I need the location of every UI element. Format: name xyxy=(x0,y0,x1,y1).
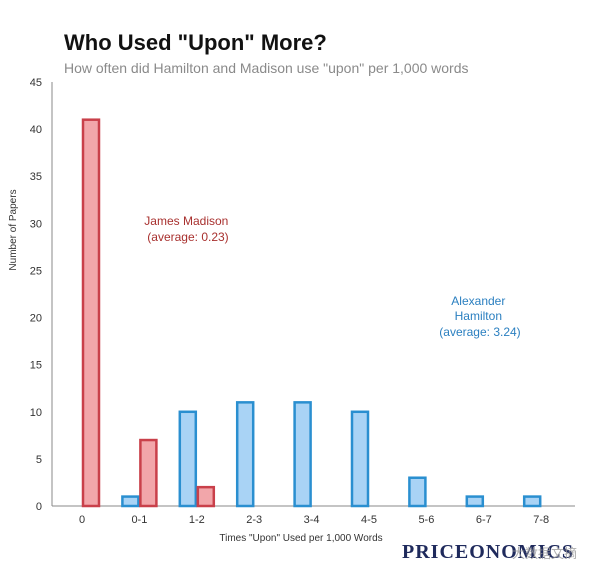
watermark: 大数据文摘 xyxy=(512,546,578,561)
bar-alexander-hamilton-3-4 xyxy=(293,401,312,508)
x-axis-title: Times "Upon" Used per 1,000 Words xyxy=(219,533,382,544)
x-tick-label: 3-4 xyxy=(304,514,320,526)
y-tick-label: 10 xyxy=(30,407,42,419)
x-tick-label: 6-7 xyxy=(476,514,492,526)
y-tick-label: 15 xyxy=(30,360,42,372)
bar-james-madison-0-1 xyxy=(139,438,158,508)
chart-title: Who Used "Upon" More? xyxy=(64,30,327,55)
chart-subtitle: How often did Hamilton and Madison use "… xyxy=(64,60,469,76)
y-tick-label: 45 xyxy=(30,77,42,89)
x-tick-label: 5-6 xyxy=(418,514,434,526)
y-tick-label: 0 xyxy=(36,501,42,513)
bar-alexander-hamilton-2-3 xyxy=(235,401,255,508)
hamilton-annotation-line-3: (average: 3.24) xyxy=(439,325,520,339)
y-tick-label: 5 xyxy=(36,454,42,466)
madison-annotation-line-1: James Madison xyxy=(144,214,228,228)
bar-alexander-hamilton-0-1 xyxy=(121,495,140,508)
bars xyxy=(81,118,542,508)
bar-alexander-hamilton-4-5 xyxy=(350,410,370,508)
y-axis-title: Number of Papers xyxy=(8,189,19,270)
madison-annotation: James Madison (average: 0.23) xyxy=(144,214,231,244)
bar-james-madison-1-2 xyxy=(196,485,216,508)
y-tick-labels: 0 5 10 15 20 25 30 35 40 45 xyxy=(30,77,42,513)
hamilton-annotation-line-2: Hamilton xyxy=(455,309,502,323)
bar-alexander-hamilton-6-7 xyxy=(465,495,485,508)
x-tick-label: 2-3 xyxy=(246,514,262,526)
hamilton-annotation: Alexander Hamilton (average: 3.24) xyxy=(439,294,520,339)
priceonomics-logo: PRICEONOMICS xyxy=(402,541,575,563)
x-tick-label: 7-8 xyxy=(533,514,549,526)
x-tick-label: 4-5 xyxy=(361,514,377,526)
bar-alexander-hamilton-5-6 xyxy=(408,476,427,508)
hamilton-annotation-line-1: Alexander xyxy=(451,294,505,308)
y-tick-label: 30 xyxy=(30,218,42,230)
x-tick-label: 0-1 xyxy=(131,514,147,526)
bar-alexander-hamilton-7-8 xyxy=(522,495,542,508)
y-tick-label: 25 xyxy=(30,265,42,277)
y-tick-label: 40 xyxy=(30,124,42,136)
x-tick-label: 1-2 xyxy=(189,514,205,526)
madison-annotation-line-2: (average: 0.23) xyxy=(147,230,228,244)
x-tick-labels: 0 0-1 1-2 2-3 3-4 4-5 5-6 6-7 7-8 xyxy=(79,514,549,526)
bar-james-madison-0 xyxy=(81,118,101,508)
x-tick-label: 0 xyxy=(79,514,85,526)
y-tick-label: 35 xyxy=(30,171,42,183)
bar-alexander-hamilton-1-2 xyxy=(178,410,198,508)
y-tick-label: 20 xyxy=(30,313,42,325)
